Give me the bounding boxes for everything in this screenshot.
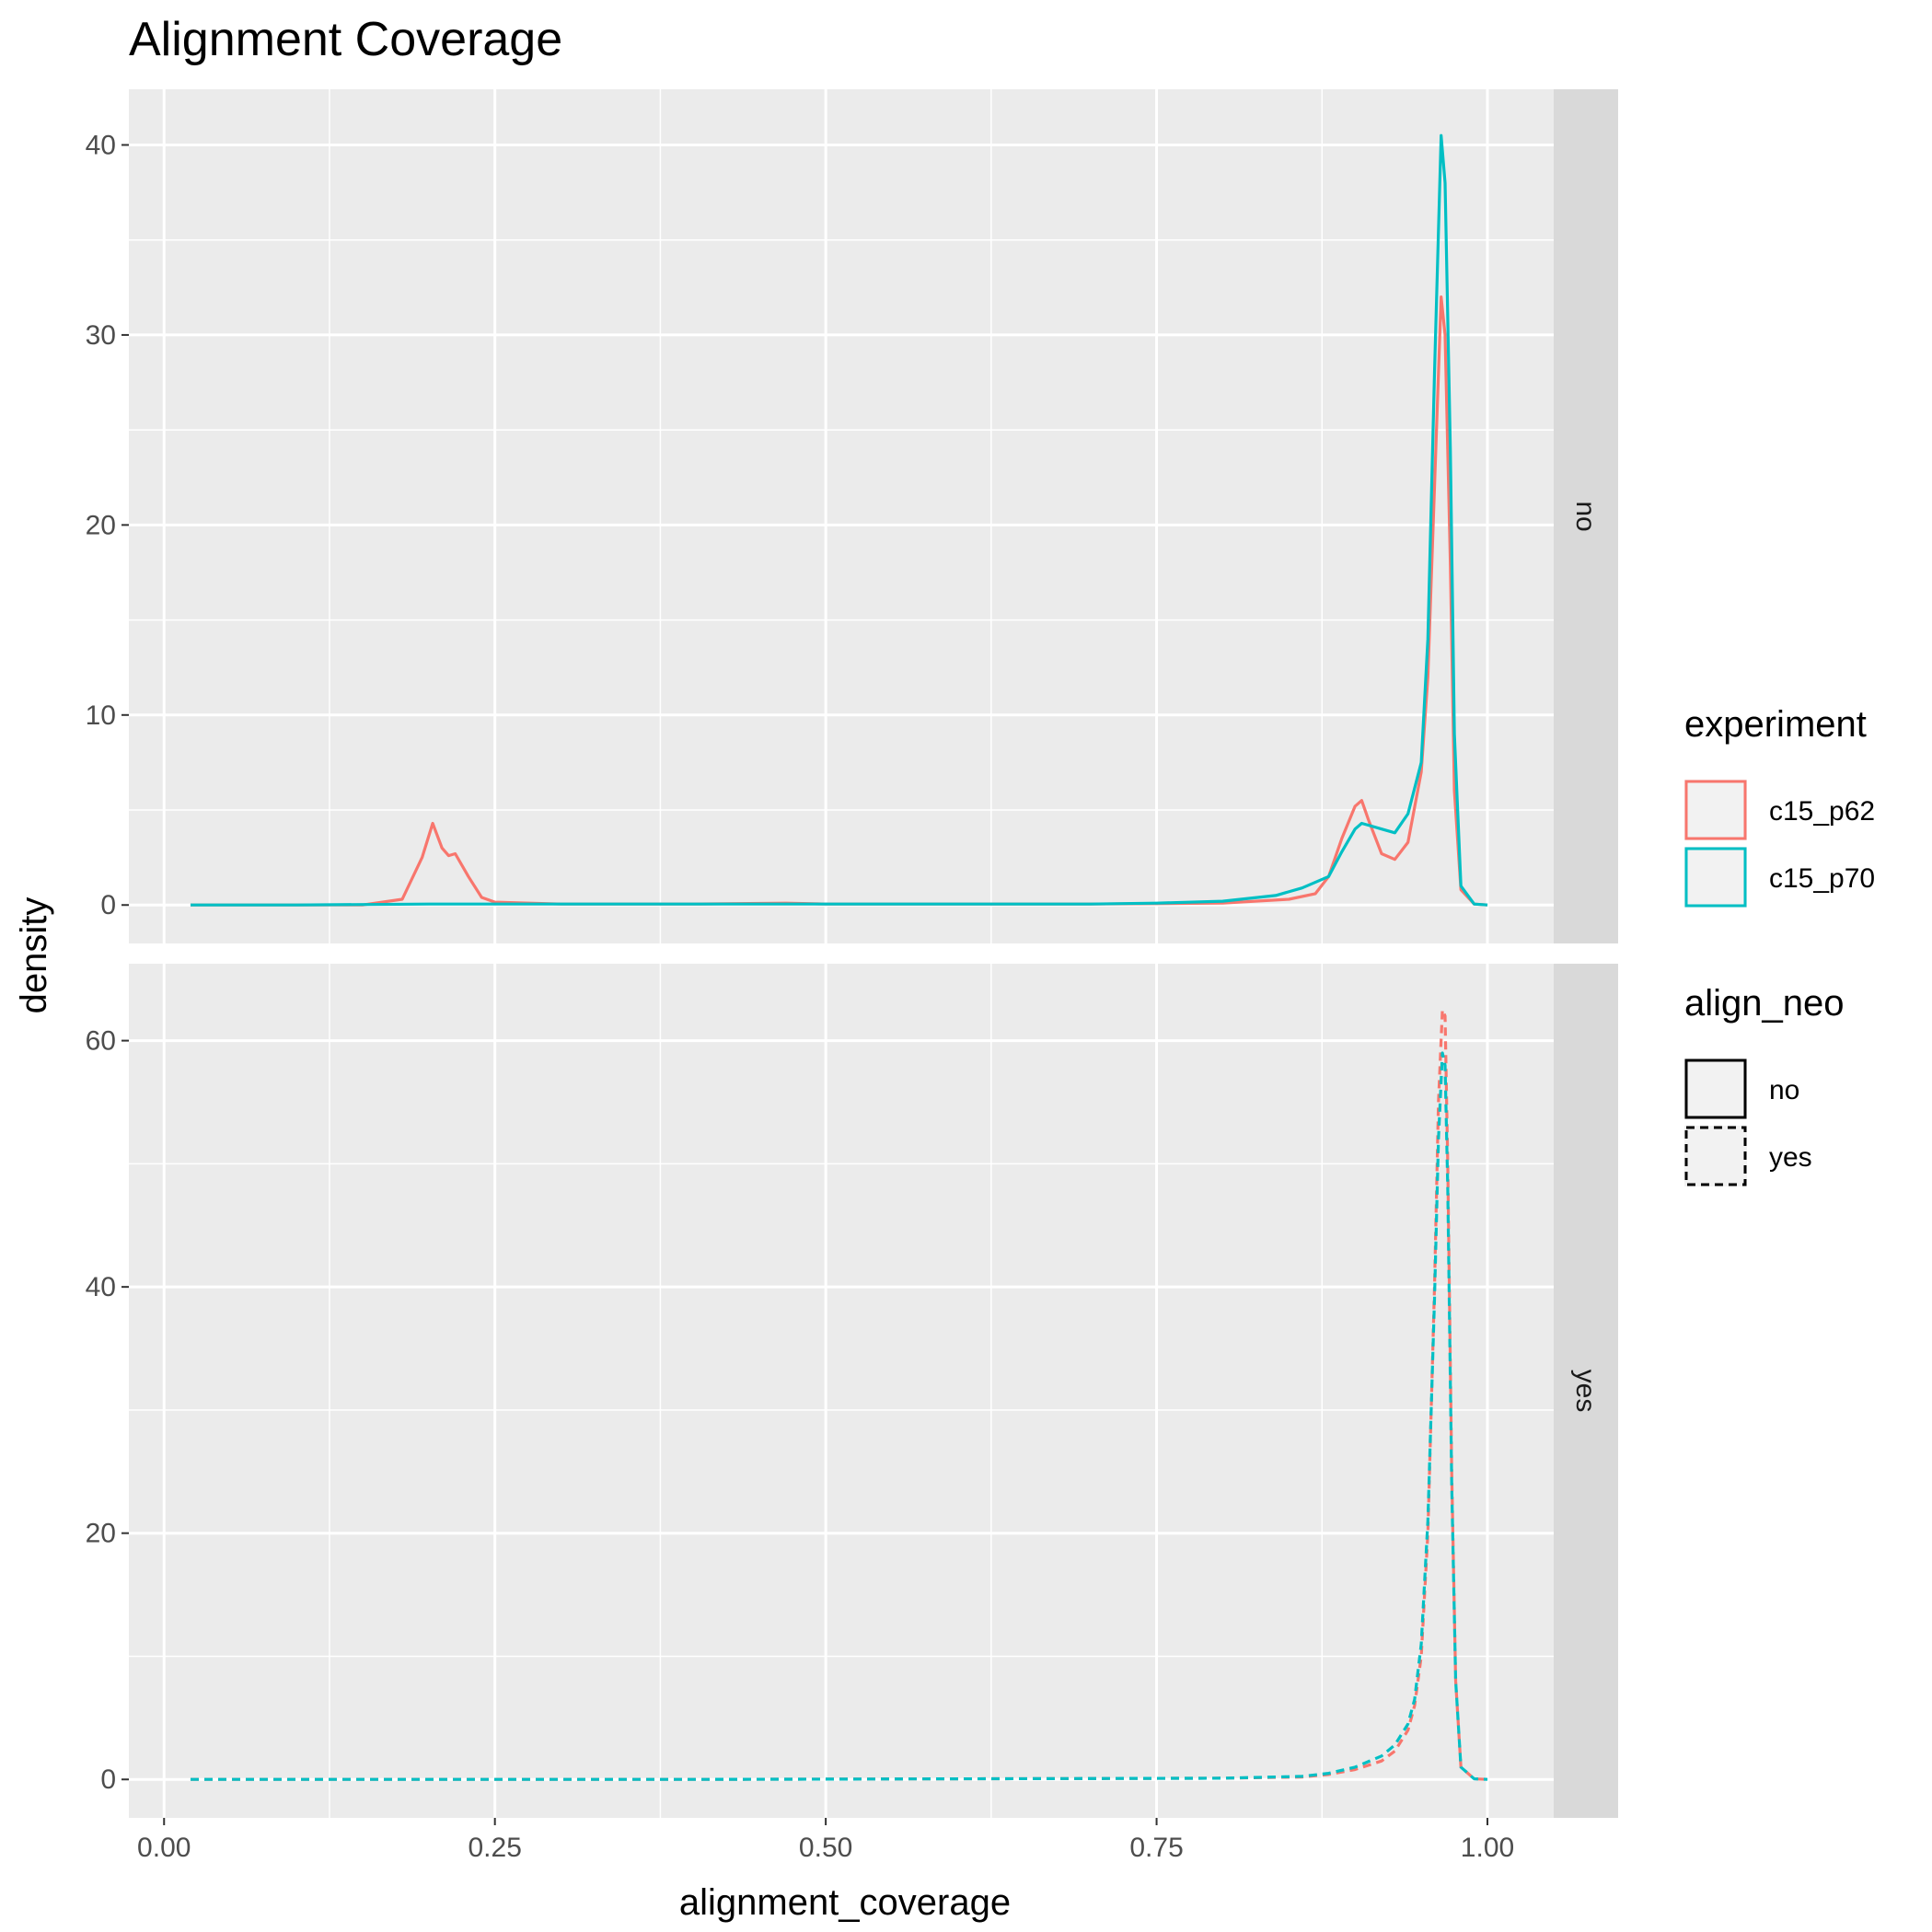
legend-key-border (1684, 1126, 1747, 1186)
x-tick-label: 0.50 (799, 1833, 852, 1863)
legend-label: yes (1769, 1142, 1812, 1173)
facet-strip (1554, 89, 1618, 943)
x-tick-label: 0.75 (1129, 1833, 1183, 1863)
legend-title: align_neo (1684, 983, 1845, 1024)
facet-panel-no: 0 10 20 30 40 no (86, 89, 1618, 943)
panel-background (129, 964, 1554, 1818)
y-tick-label: 20 (86, 1519, 116, 1549)
x-axis-title: alignment_coverage (679, 1882, 1011, 1923)
y-tick-label: 30 (86, 320, 116, 351)
series-line-c15_p70 (191, 133, 1488, 907)
y-axis-title: density (14, 897, 54, 1014)
y-tick-label: 0 (100, 890, 116, 920)
x-tick-label: 0.00 (137, 1833, 191, 1863)
y-tick-label: 0 (100, 1764, 116, 1795)
y-tick-label: 10 (86, 700, 116, 731)
y-tick-label: 20 (86, 510, 116, 540)
legend-key-border (1684, 1059, 1747, 1119)
x-axis: 0.00 0.25 0.50 0.75 1.00 (137, 1818, 1514, 1863)
legend-label: c15_p62 (1769, 796, 1875, 827)
legend-key (1684, 1126, 1747, 1186)
legend-key-border (1684, 847, 1747, 908)
legend-label: c15_p70 (1769, 863, 1875, 894)
facet-panels: 0 10 20 30 40 no 0 20 40 60 yes (86, 89, 1618, 1818)
legend-key (1684, 1059, 1747, 1119)
legend-key (1684, 847, 1747, 908)
legend-key-border (1684, 780, 1747, 840)
y-tick-label: 40 (86, 1272, 116, 1302)
legend-title: experiment (1684, 704, 1867, 745)
series-line-c15_p70 (191, 1051, 1488, 1781)
panel-background (129, 89, 1554, 943)
x-tick-label: 0.25 (468, 1833, 521, 1863)
series-line-c15_p62 (191, 295, 1488, 907)
legend-label: no (1769, 1075, 1799, 1105)
legend-key (1684, 780, 1747, 840)
y-tick-label: 40 (86, 130, 116, 160)
y-tick-label: 60 (86, 1026, 116, 1057)
facet-strip (1554, 964, 1618, 1818)
facet-strip-label: no (1570, 501, 1601, 531)
facet-panel-yes: 0 20 40 60 yes (86, 964, 1618, 1818)
legend-experiment: experiment c15_p62 c15_p70 (1684, 704, 1875, 908)
chart-title: Alignment Coverage (129, 13, 562, 66)
facet-strip-label: yes (1570, 1370, 1601, 1413)
x-tick-label: 1.00 (1461, 1833, 1514, 1863)
